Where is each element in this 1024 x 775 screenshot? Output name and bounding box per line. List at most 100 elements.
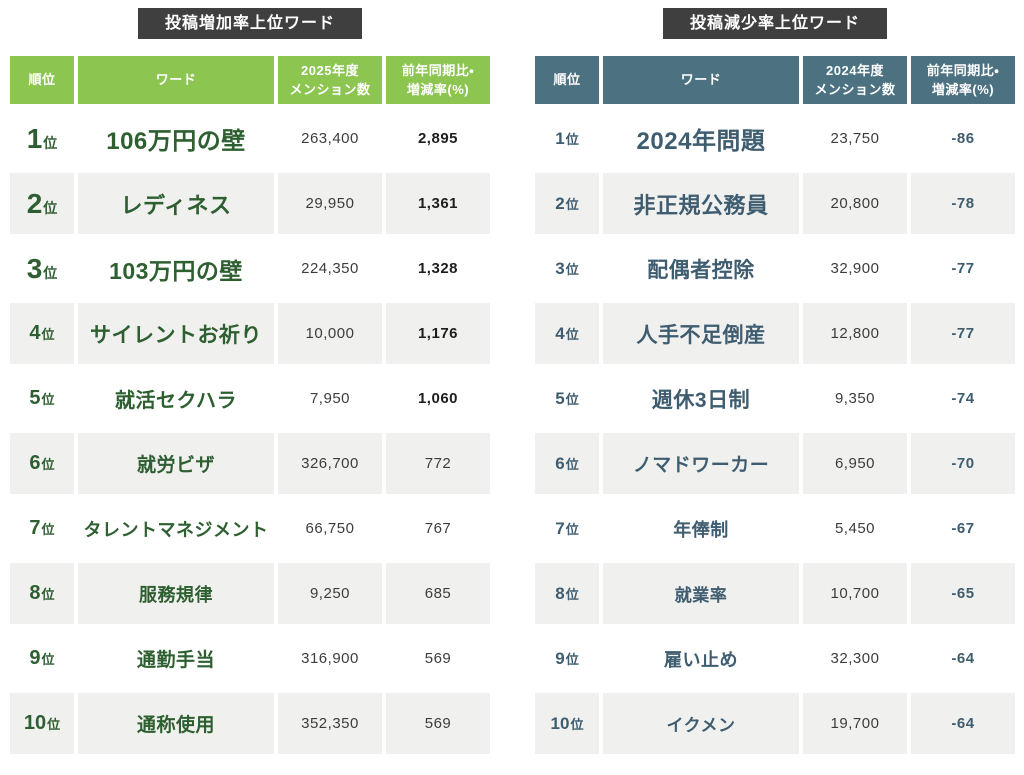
rank-number: 4 <box>29 322 41 345</box>
table-row: 7位 年俸制 5,450 -67 <box>535 498 1015 560</box>
rate-cell: -77 <box>911 303 1015 365</box>
table-row: 9位 通勤手当 316,900 569 <box>10 628 490 690</box>
rank-suffix: 位 <box>565 651 579 667</box>
rank-suffix: 位 <box>41 652 55 668</box>
word-cell: 配偶者控除 <box>603 238 799 300</box>
rank-suffix: 位 <box>570 716 584 732</box>
rank-suffix: 位 <box>41 327 55 343</box>
rank-number: 2 <box>26 187 43 219</box>
rate-cell: -65 <box>911 563 1015 625</box>
mentions-cell: 23,750 <box>803 108 907 170</box>
table-row: 2位 非正規公務員 20,800 -78 <box>535 173 1015 235</box>
word-cell: 就活セクハラ <box>78 368 274 430</box>
rank-number: 2 <box>555 193 565 213</box>
increase-ranking-table: 順位 ワード 2025年度 メンション数 前年同期比・ 増減率(%) 1位 10… <box>6 52 494 758</box>
rate-cell: 767 <box>386 498 490 560</box>
word-cell: イクメン <box>603 693 799 755</box>
mentions-cell: 10,000 <box>278 303 382 365</box>
rank-cell: 9位 <box>535 628 599 690</box>
rank-cell: 3位 <box>535 238 599 300</box>
mentions-cell: 326,700 <box>278 433 382 495</box>
rank-cell: 7位 <box>535 498 599 560</box>
rate-cell: -70 <box>911 433 1015 495</box>
rank-number: 3 <box>555 258 565 278</box>
table-row: 4位 サイレントお祈り 10,000 1,176 <box>10 303 490 365</box>
rank-number: 9 <box>555 648 565 668</box>
mentions-cell: 7,950 <box>278 368 382 430</box>
rank-suffix: 位 <box>43 264 58 281</box>
rank-cell: 6位 <box>535 433 599 495</box>
mentions-cell: 10,700 <box>803 563 907 625</box>
rank-cell: 2位 <box>10 173 74 235</box>
rate-cell: -78 <box>911 173 1015 235</box>
table-row: 6位 ノマドワーカー 6,950 -70 <box>535 433 1015 495</box>
word-cell: 服務規律 <box>78 563 274 625</box>
rank-suffix: 位 <box>565 196 579 212</box>
word-cell: 2024年問題 <box>603 108 799 170</box>
rank-cell: 10位 <box>535 693 599 755</box>
rank-cell: 1位 <box>10 108 74 170</box>
col-header-rank: 順位 <box>535 56 599 105</box>
rate-cell: 2,895 <box>386 108 490 170</box>
rate-cell: 772 <box>386 433 490 495</box>
mentions-cell: 316,900 <box>278 628 382 690</box>
mentions-cell: 32,300 <box>803 628 907 690</box>
rate-cell: -86 <box>911 108 1015 170</box>
rank-number: 6 <box>555 453 565 473</box>
rank-suffix: 位 <box>41 457 55 473</box>
rank-cell: 7位 <box>10 498 74 560</box>
rate-cell: 569 <box>386 628 490 690</box>
rate-cell: -74 <box>911 368 1015 430</box>
rank-cell: 8位 <box>10 563 74 625</box>
col-header-mentions: 2025年度 メンション数 <box>278 56 382 105</box>
mentions-cell: 5,450 <box>803 498 907 560</box>
rank-number: 10 <box>550 713 570 733</box>
rank-number: 5 <box>29 387 41 410</box>
rank-cell: 5位 <box>535 368 599 430</box>
mentions-cell: 29,950 <box>278 173 382 235</box>
table-row: 1位 106万円の壁 263,400 2,895 <box>10 108 490 170</box>
mentions-cell: 6,950 <box>803 433 907 495</box>
rank-number: 5 <box>555 388 565 408</box>
rank-suffix: 位 <box>41 522 55 538</box>
rank-suffix: 位 <box>565 391 579 407</box>
table-row: 7位 タレントマネジメント 66,750 767 <box>10 498 490 560</box>
rate-cell: -77 <box>911 238 1015 300</box>
table-row: 10位 通称使用 352,350 569 <box>10 693 490 755</box>
word-cell: 年俸制 <box>603 498 799 560</box>
word-cell: 人手不足倒産 <box>603 303 799 365</box>
rank-suffix: 位 <box>565 131 579 147</box>
rank-number: 7 <box>29 517 41 540</box>
mentions-cell: 224,350 <box>278 238 382 300</box>
table-row: 8位 就業率 10,700 -65 <box>535 563 1015 625</box>
rank-number: 6 <box>29 452 41 475</box>
mentions-cell: 9,350 <box>803 368 907 430</box>
table-row: 5位 就活セクハラ 7,950 1,060 <box>10 368 490 430</box>
word-cell: レディネス <box>78 173 274 235</box>
decrease-ranking-title: 投稿減少率上位ワード <box>662 8 887 40</box>
rate-cell: 685 <box>386 563 490 625</box>
mentions-cell: 9,250 <box>278 563 382 625</box>
word-cell: 就労ビザ <box>78 433 274 495</box>
rate-cell: 1,328 <box>386 238 490 300</box>
table-row: 2位 レディネス 29,950 1,361 <box>10 173 490 235</box>
table-row: 6位 就労ビザ 326,700 772 <box>10 433 490 495</box>
rank-suffix: 位 <box>565 521 579 537</box>
rate-cell: 1,176 <box>386 303 490 365</box>
table-row: 4位 人手不足倒産 12,800 -77 <box>535 303 1015 365</box>
rank-suffix: 位 <box>565 586 579 602</box>
rank-suffix: 位 <box>565 261 579 277</box>
col-header-mentions: 2024年度 メンション数 <box>803 56 907 105</box>
rate-cell: -64 <box>911 693 1015 755</box>
rate-cell: -67 <box>911 498 1015 560</box>
rank-suffix: 位 <box>41 392 55 408</box>
word-cell: 雇い止め <box>603 628 799 690</box>
rank-cell: 1位 <box>535 108 599 170</box>
rank-suffix: 位 <box>43 134 58 151</box>
mentions-cell: 19,700 <box>803 693 907 755</box>
word-cell: ノマドワーカー <box>603 433 799 495</box>
rank-number: 8 <box>29 582 41 605</box>
rate-cell: 1,060 <box>386 368 490 430</box>
rank-cell: 6位 <box>10 433 74 495</box>
